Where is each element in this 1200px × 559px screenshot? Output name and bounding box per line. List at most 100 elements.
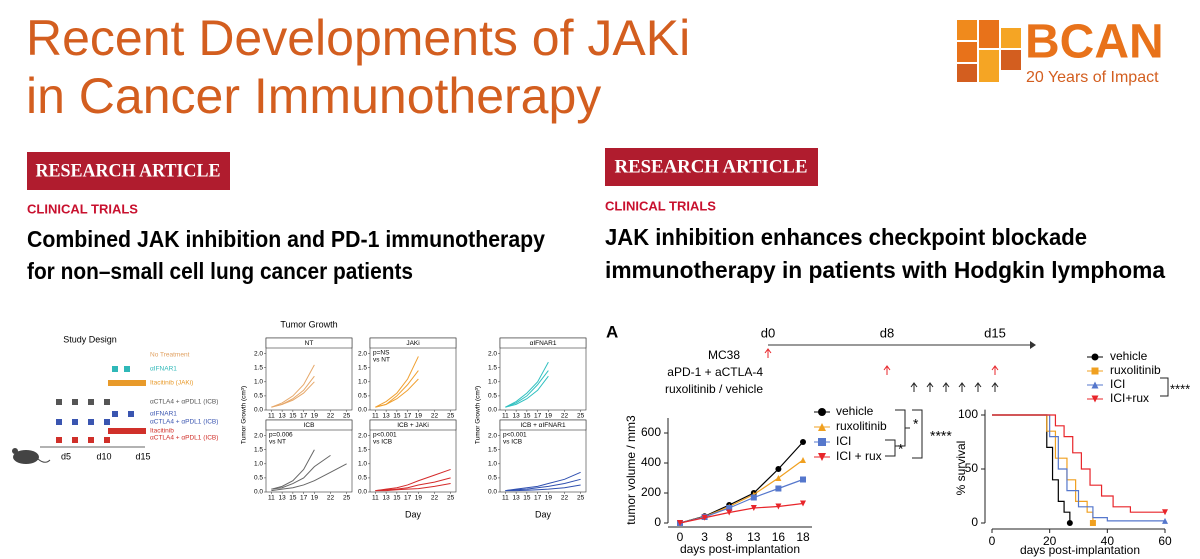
y-tick-label: 0.5 (358, 475, 367, 482)
dose-mark (88, 437, 94, 443)
marker (775, 485, 782, 492)
timeline-row: ruxolitinib / vehicle (665, 382, 763, 396)
x-tick-label: 60 (1158, 534, 1172, 548)
growth-curve (375, 468, 451, 492)
timeline-day: d15 (984, 325, 1006, 340)
article-title: for non–small cell lung cancer patients (27, 258, 413, 284)
mouse-body (13, 450, 39, 464)
design-label: αCTLA4 + αPDL1 (ICB) (150, 435, 218, 442)
annotation: vs ICB (503, 439, 522, 446)
growth-curve (375, 483, 451, 492)
sig-bracket (912, 409, 923, 459)
design-label: αIFNAR1 (150, 366, 177, 373)
sig-bracket (1160, 377, 1169, 397)
y-tick-label: 0 (971, 515, 978, 529)
x-tick-label: 0 (989, 534, 996, 548)
section-label: CLINICAL TRIALS (605, 198, 716, 213)
badge-text: RESEARCH ARTICLE (36, 160, 221, 181)
marker (1091, 367, 1099, 375)
growth-curve (375, 477, 451, 492)
mouse-tail (37, 458, 51, 463)
treatment-arrows (910, 382, 999, 392)
x-tick-label: 13 (513, 495, 521, 502)
arrow (942, 382, 950, 392)
marker (1089, 520, 1096, 526)
x-tick-label: 25 (577, 495, 585, 502)
design-day: d15 (135, 451, 150, 461)
x-tick-label: 17 (404, 495, 412, 502)
growth-curve (271, 381, 315, 408)
y-tick-label: 1.0 (358, 461, 367, 468)
significance: **** (930, 428, 952, 444)
marker (726, 509, 733, 516)
x-tick-label: 8 (726, 530, 733, 544)
marker (726, 505, 733, 511)
y-tick-label: 1.5 (358, 364, 367, 371)
dose-mark (128, 411, 134, 417)
timeline-row: MC38 (708, 348, 740, 362)
design-label: αCTLA4 + αPDL1 (ICB) (150, 399, 218, 406)
marker (800, 457, 806, 463)
y-tick-label: 2.0 (488, 432, 497, 439)
x-tick-label: 16 (772, 530, 786, 544)
x-tick-label: 13 (383, 413, 391, 420)
significance: * (913, 416, 919, 432)
dose-mark (112, 366, 118, 372)
panel-title: NT (305, 340, 314, 347)
y-tick-label: 0.0 (254, 407, 263, 414)
y-tick-label: 0.0 (488, 489, 497, 496)
y-tick-label: 1.0 (254, 461, 263, 468)
y-tick-label: 1.5 (488, 364, 497, 371)
dose-mark (56, 437, 62, 443)
y-tick-label: 1.5 (358, 446, 367, 453)
x-tick-label: 17 (404, 413, 412, 420)
x-tick-label: 40 (1101, 534, 1115, 548)
growth-curve (271, 364, 315, 408)
marker (750, 494, 757, 501)
y-tick-label: 1.0 (488, 461, 497, 468)
x-tick-label: 22 (561, 495, 569, 502)
design-label: Itacitinib (150, 428, 174, 435)
article-title: immunotherapy in patients with Hodgkin l… (605, 257, 1165, 283)
x-tick-label: 22 (431, 495, 439, 502)
x-tick-label: 25 (343, 495, 351, 502)
arrow (883, 365, 891, 375)
growth-curve (271, 449, 315, 490)
x-tick-label: 17 (534, 413, 542, 420)
slide-title: Recent Developments of JAKi (26, 10, 690, 66)
arrow (958, 382, 966, 392)
legend-label: vehicle (836, 404, 874, 418)
annotation: vs NT (269, 439, 286, 446)
y-tick-label: 1.5 (254, 446, 263, 453)
x-axis-label: Day (535, 509, 552, 519)
marker (800, 500, 806, 507)
marker (1066, 520, 1073, 526)
annotation: p=NS (373, 350, 390, 357)
logo-block (1001, 28, 1021, 48)
survival-curve (992, 414, 1071, 523)
panel-title: JAKi (406, 340, 419, 347)
dose-mark (72, 419, 78, 425)
y-axis-label: % survival (954, 441, 968, 496)
logo-tagline: 20 Years of Impact (1026, 69, 1159, 86)
badge (27, 152, 230, 190)
mouse-ear (12, 448, 18, 454)
design-day: d10 (96, 451, 111, 461)
x-tick-label: 25 (447, 413, 455, 420)
x-tick-label: 11 (372, 413, 379, 420)
significance: * (898, 441, 904, 457)
x-tick-label: 19 (415, 413, 423, 420)
legend-label: ruxolitinib (1110, 363, 1161, 377)
growth-curve (271, 454, 331, 490)
legend-label: ICI+rux (1110, 391, 1149, 405)
x-tick-label: 19 (415, 495, 423, 502)
timeline-day: d8 (880, 325, 894, 340)
y-axis-label: tumor volume / mm3 (624, 415, 638, 525)
y-tick-label: 0.0 (488, 407, 497, 414)
article-title: JAK inhibition enhances checkpoint block… (605, 224, 1087, 250)
growth-curve (505, 361, 549, 408)
dose-mark (88, 399, 94, 405)
x-tick-label: 15 (289, 495, 297, 502)
x-tick-label: 15 (393, 413, 401, 420)
